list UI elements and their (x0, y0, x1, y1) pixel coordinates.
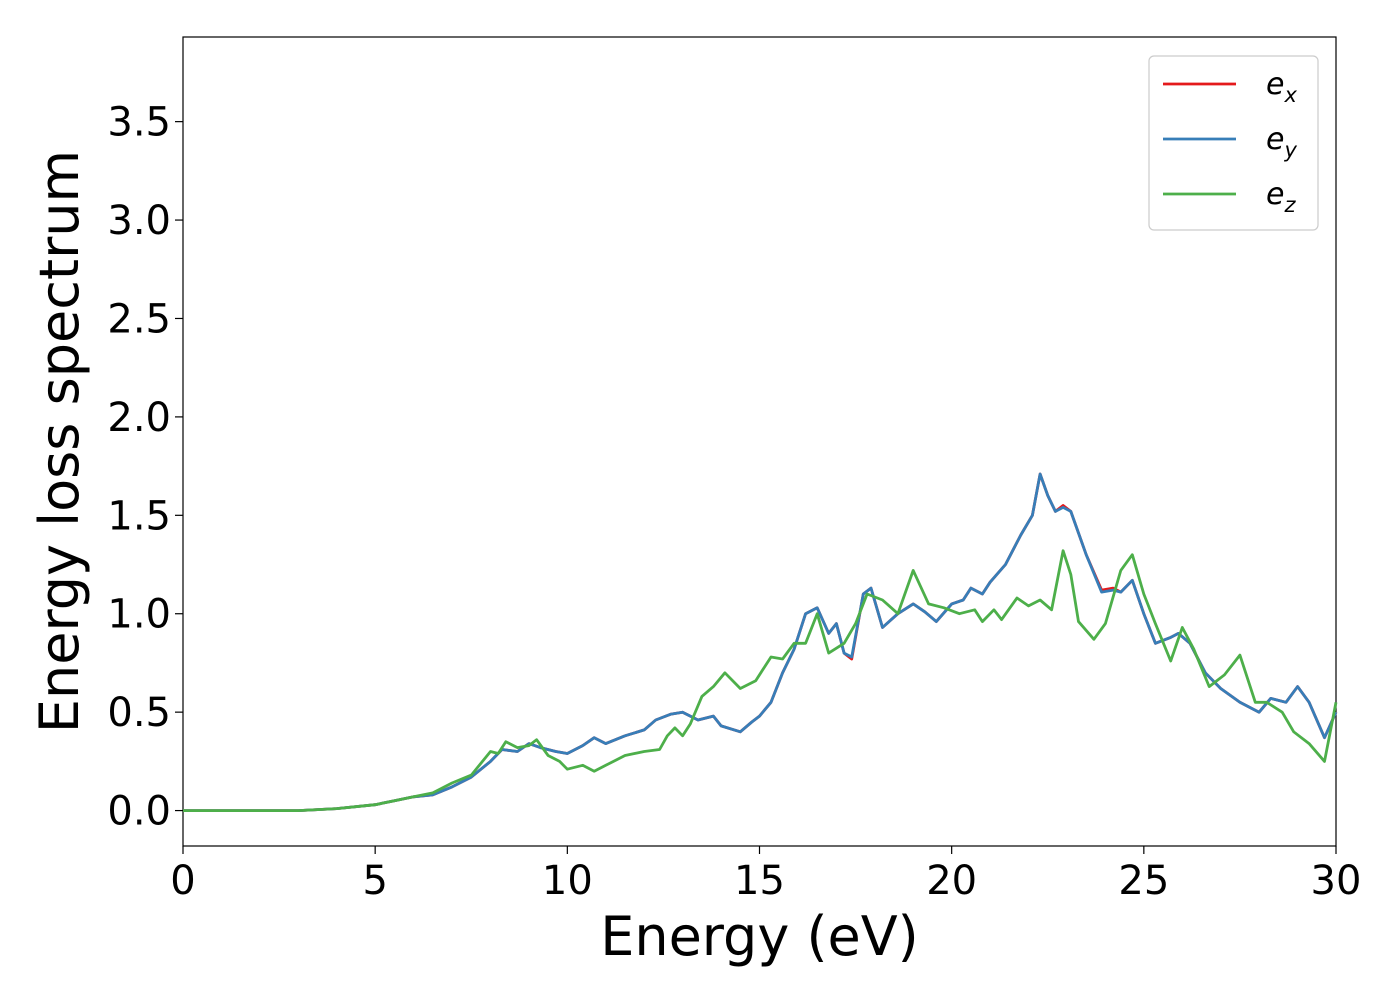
series-layer (183, 472, 1338, 812)
x-tick-label: 15 (734, 858, 785, 904)
legend-label: ex (1266, 67, 1297, 107)
y-tick-label: 3.5 (107, 100, 171, 146)
x-tick-label: 30 (1311, 858, 1362, 904)
y-tick-label: 1.5 (107, 493, 171, 539)
x-tick-label: 10 (542, 858, 593, 904)
y-tick-label: 3.0 (107, 198, 171, 244)
x-tick-label: 20 (926, 858, 977, 904)
x-axis-ticks: 0 5 10 15 20 25 30 (170, 846, 1361, 904)
y-tick-label: 0.0 (107, 789, 171, 835)
y-axis-ticks: 0.0 0.5 1.0 1.5 2.0 2.5 3.0 3.5 (107, 100, 183, 835)
y-axis-label: Energy loss spectrum (28, 150, 91, 733)
legend-label: ez (1266, 177, 1296, 217)
series-line-ey (183, 472, 1338, 812)
y-tick-label: 0.5 (107, 690, 171, 736)
x-tick-label: 5 (362, 858, 387, 904)
x-tick-label: 0 (170, 858, 195, 904)
y-tick-label: 2.0 (107, 395, 171, 441)
legend: ex ey ez (1148, 55, 1319, 231)
y-tick-label: 1.0 (107, 592, 171, 638)
legend-box (1148, 55, 1319, 231)
series-line-ez (183, 549, 1338, 812)
y-tick-label: 2.5 (107, 296, 171, 342)
x-axis-label: Energy (eV) (600, 905, 919, 968)
legend-label: ey (1266, 122, 1297, 162)
x-tick-label: 25 (1118, 858, 1169, 904)
